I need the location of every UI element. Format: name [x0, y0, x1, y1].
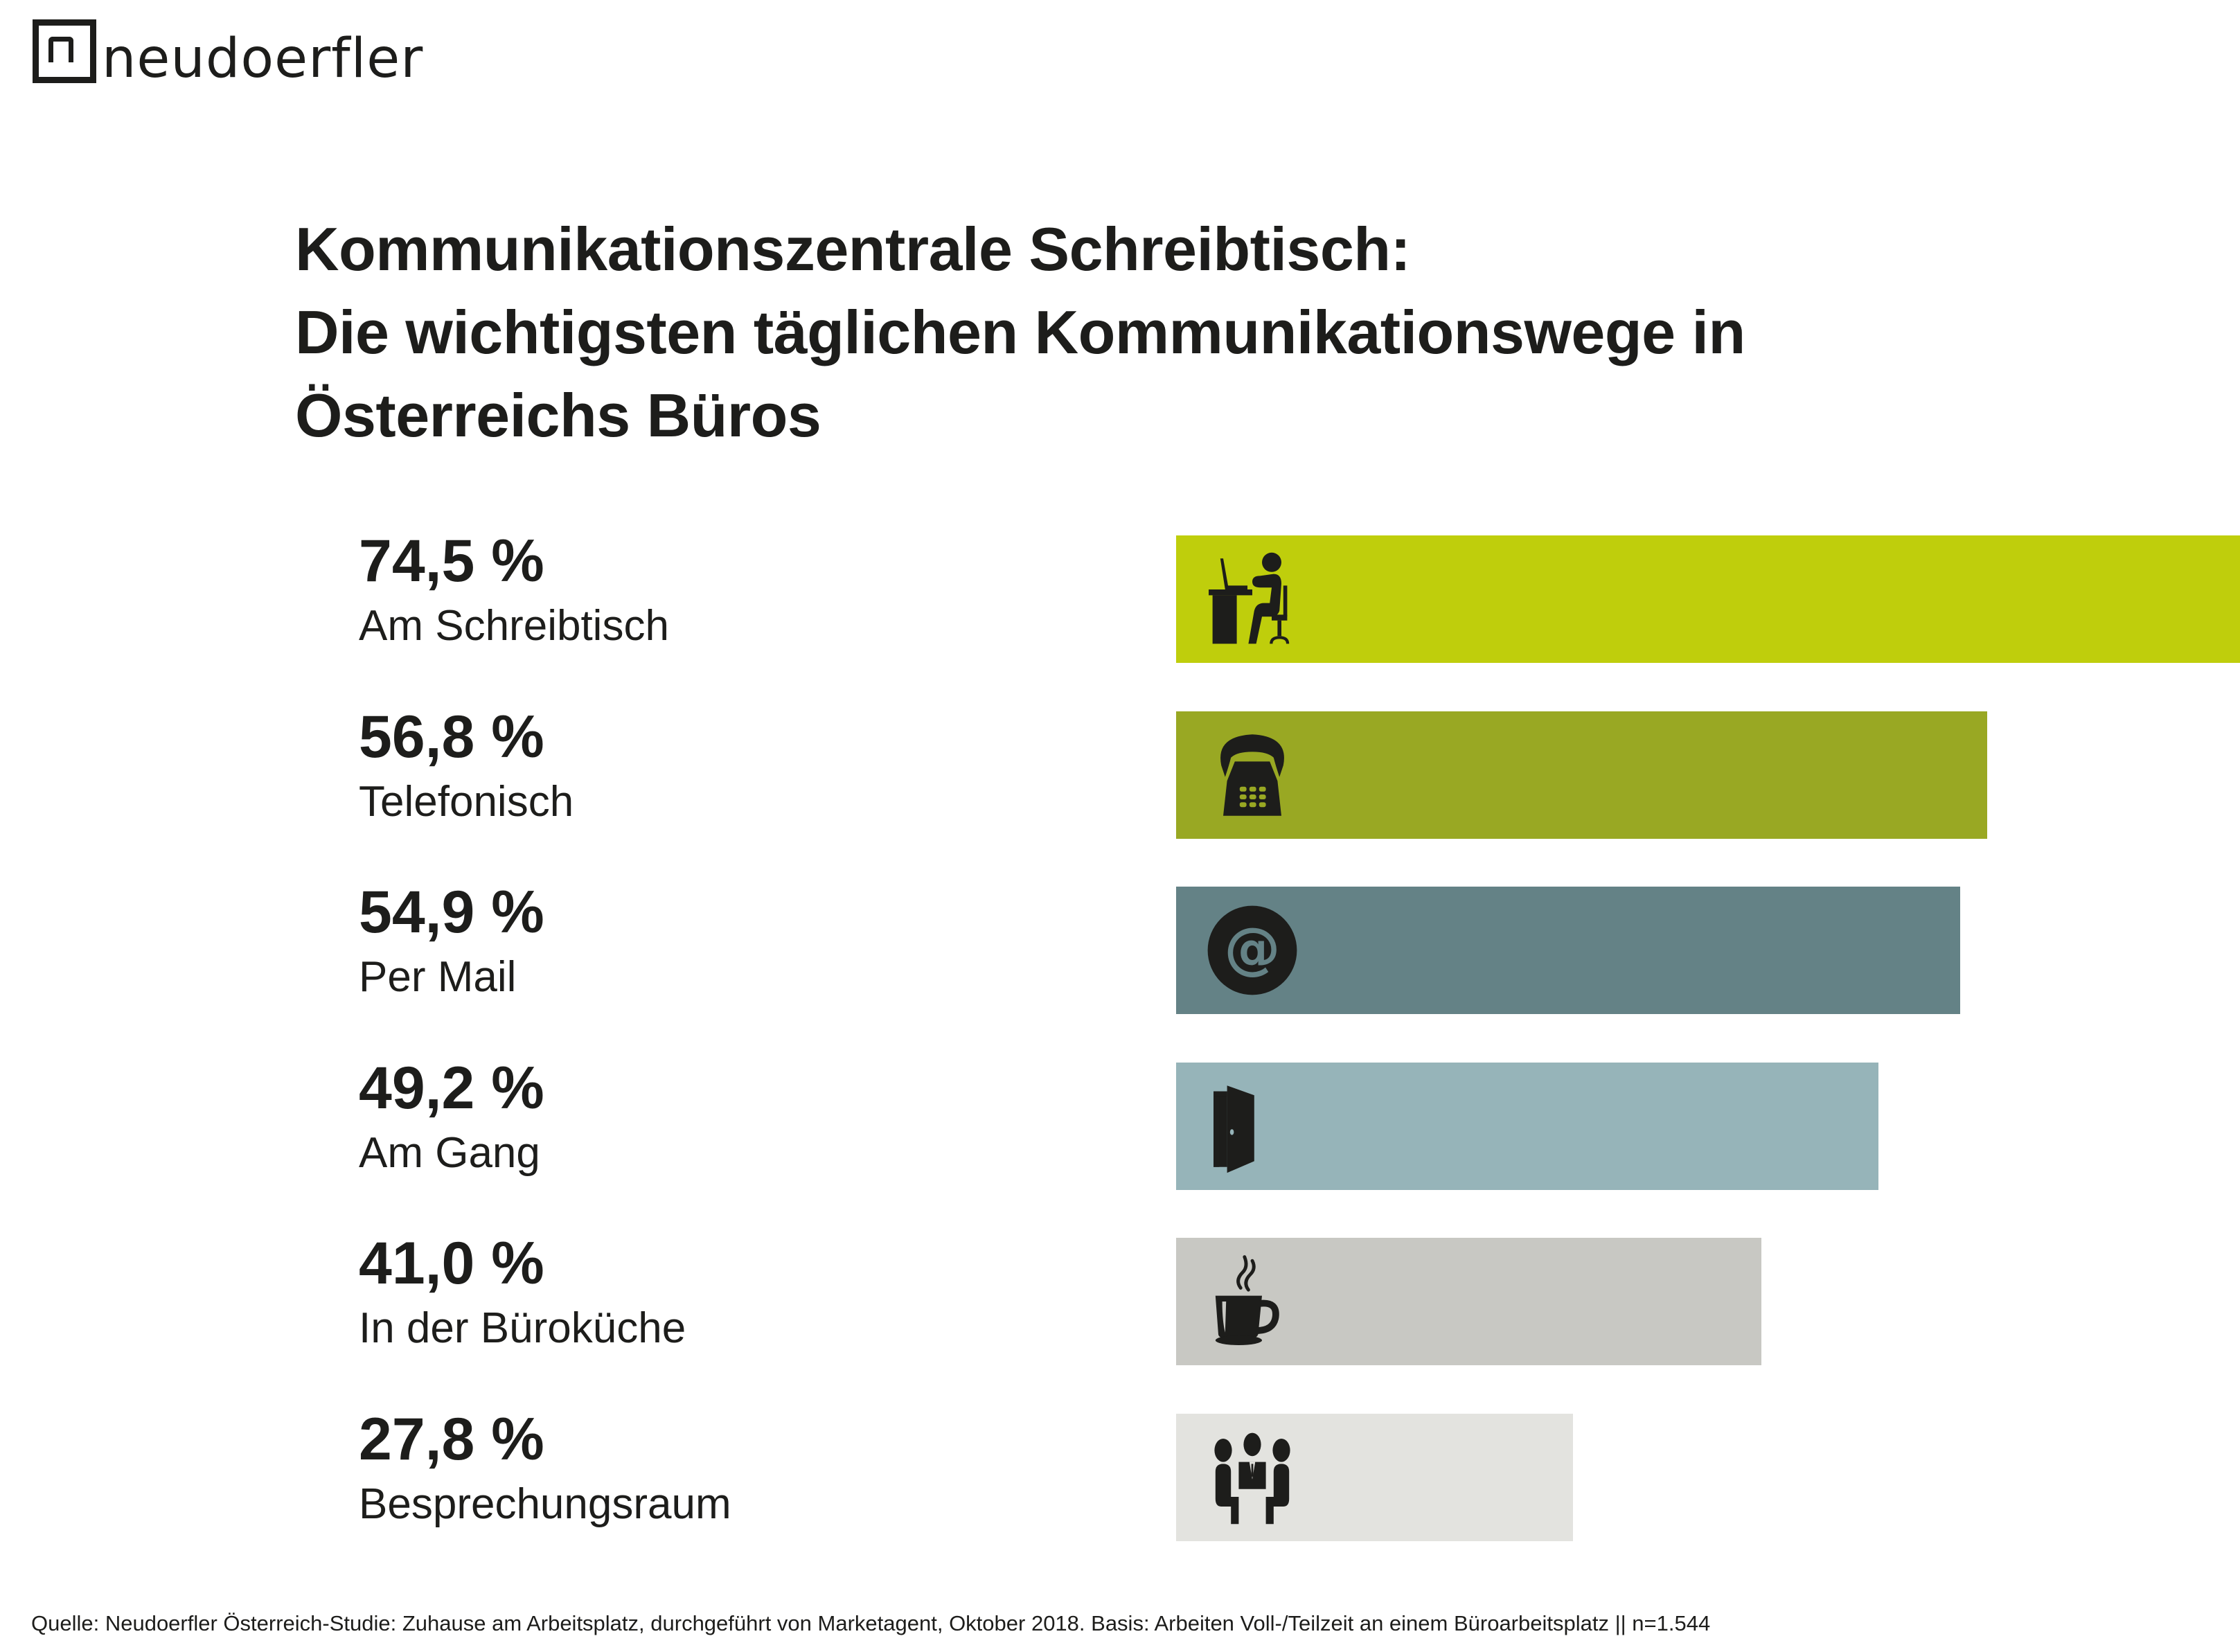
logo-mark-icon — [33, 19, 96, 83]
title-line-1: Kommunikationszentrale Schreibtisch: — [295, 215, 1411, 283]
data-label: 27,8 % — [359, 1406, 544, 1473]
bar-row: 74,5 % Am Schreibtisch — [0, 531, 2240, 664]
category-label: Telefonisch — [359, 778, 574, 826]
data-label: 41,0 % — [359, 1230, 544, 1297]
door-icon — [1204, 1078, 1301, 1175]
bar-row: 56,8 % Telefonisch — [0, 707, 2240, 840]
category-label: Per Mail — [359, 953, 517, 1001]
telephone-icon — [1204, 727, 1301, 824]
data-label: 49,2 % — [359, 1055, 544, 1121]
svg-text:@: @ — [1224, 916, 1280, 982]
bar — [1176, 711, 1987, 839]
title-line-2: Die wichtigsten täglichen Kommunikations… — [295, 298, 1745, 366]
bar — [1176, 1414, 1573, 1541]
category-label: Am Schreibtisch — [359, 602, 669, 650]
at-sign-icon: @ — [1204, 902, 1301, 999]
category-label: Besprechungsraum — [359, 1480, 731, 1528]
data-label: 74,5 % — [359, 528, 544, 594]
data-label: 56,8 % — [359, 704, 544, 770]
chart-title: Kommunikationszentrale Schreibtisch: Die… — [295, 208, 1745, 457]
bar-row: 54,9 % Per Mail @ — [0, 882, 2240, 1015]
bar-row: 41,0 % In der Büroküche — [0, 1234, 2240, 1367]
source-note: Quelle: Neudoerfler Österreich-Studie: Z… — [31, 1611, 1711, 1635]
brand-logo: neudoerfler — [33, 10, 424, 90]
bar-row: 27,8 % Besprechungsraum — [0, 1410, 2240, 1543]
bar-row: 49,2 % Am Gang — [0, 1058, 2240, 1191]
brand-name: neudoerfler — [102, 28, 424, 90]
coffee-cup-icon — [1204, 1253, 1301, 1350]
category-label: In der Büroküche — [359, 1304, 686, 1352]
category-label: Am Gang — [359, 1129, 540, 1177]
bar — [1176, 1238, 1761, 1365]
bar — [1176, 535, 2240, 663]
data-label: 54,9 % — [359, 879, 544, 945]
title-line-3: Österreichs Büros — [295, 381, 821, 450]
bar: @ — [1176, 887, 1960, 1014]
bar — [1176, 1063, 1878, 1190]
meeting-icon — [1204, 1429, 1301, 1526]
desk-worker-icon — [1204, 551, 1301, 648]
